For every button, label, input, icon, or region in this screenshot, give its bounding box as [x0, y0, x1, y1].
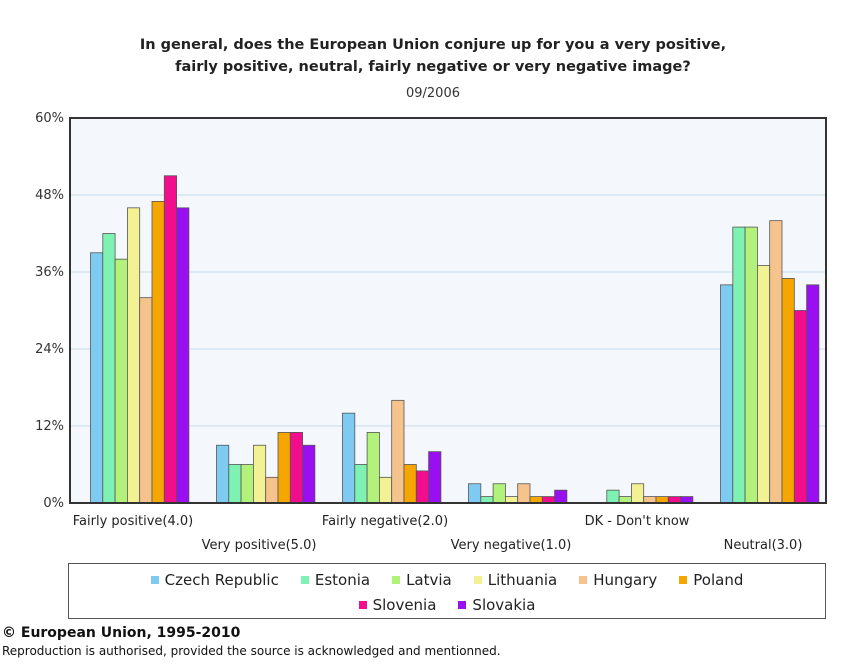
bar — [744, 226, 758, 504]
bar — [720, 284, 734, 504]
legend-swatch — [579, 576, 588, 584]
bar — [606, 489, 620, 504]
bar — [631, 483, 645, 504]
bar — [240, 464, 254, 504]
legend-swatch — [473, 576, 482, 584]
legend-label: Poland — [693, 571, 744, 589]
legend-item: Slovakia — [458, 596, 535, 614]
bar — [781, 278, 795, 504]
bar — [415, 470, 429, 504]
bar — [151, 201, 165, 504]
bar — [102, 233, 116, 504]
y-tick-label: 48% — [35, 188, 64, 203]
chart-title-line-2: fairly positive, neutral, fairly negativ… — [175, 59, 691, 75]
bar — [757, 265, 771, 504]
bar — [216, 444, 230, 504]
bar — [163, 175, 178, 504]
legend-swatch — [358, 601, 367, 609]
bar — [354, 464, 368, 504]
plot-border — [69, 117, 827, 504]
reproduction-note: Reproduction is authorised, provided the… — [2, 644, 501, 658]
bar — [378, 476, 393, 504]
legend-label: Slovakia — [472, 596, 536, 614]
legend-label: Lithuania — [487, 571, 558, 589]
bar — [428, 451, 442, 504]
legend-swatch — [458, 601, 467, 609]
legend-swatch — [392, 576, 401, 584]
bar — [468, 483, 482, 504]
copyright-text: © European Union, 1995-2010 — [2, 625, 241, 641]
plot-area — [70, 118, 826, 503]
y-tick-label: 60% — [35, 111, 64, 126]
chart-title-line-1: In general, does the European Union conj… — [139, 37, 727, 53]
legend-item: Hungary — [579, 571, 657, 589]
bar — [228, 464, 242, 504]
x-tick-label: Very positive(5.0) — [202, 538, 317, 553]
bar — [90, 252, 104, 504]
legend-item: Latvia — [392, 571, 452, 589]
x-tick-label: Fairly negative(2.0) — [322, 514, 448, 529]
legend-item: Lithuania — [473, 571, 558, 589]
bar — [277, 432, 291, 504]
y-tick-label: 12% — [35, 419, 64, 434]
bar — [176, 207, 190, 504]
bar — [391, 399, 405, 504]
bar — [492, 483, 506, 504]
legend-label: Latvia — [406, 571, 452, 589]
bar — [554, 489, 568, 504]
bar-chart: 0% 12% 24% 36% 48% 60% Fairly positive(4.0) Ver… — [35, 111, 827, 553]
legend-swatch — [300, 576, 309, 584]
x-tick-label: DK - Don't know — [585, 514, 690, 529]
chart-legend: Czech Republic Estonia Latvia Lithuania Hung… — [68, 563, 826, 619]
legend-label: Hungary — [593, 571, 658, 589]
x-tick-label: Fairly positive(4.0) — [73, 514, 193, 529]
bar — [302, 444, 316, 504]
bar — [806, 284, 820, 504]
legend-swatch — [679, 576, 688, 584]
bar — [265, 476, 279, 504]
bar — [342, 412, 356, 504]
legend-item: Czech Republic — [150, 571, 279, 589]
legend-row-2: Slovenia Slovakia — [69, 596, 825, 614]
bar — [114, 258, 128, 504]
legend-item: Slovenia — [358, 596, 437, 614]
bar — [517, 483, 531, 504]
bar — [793, 310, 807, 504]
legend-item: Estonia — [300, 571, 371, 589]
legend-item: Poland — [679, 571, 743, 589]
bar — [403, 464, 417, 504]
bar — [127, 207, 141, 504]
legend-label: Slovenia — [372, 596, 437, 614]
legend-label: Estonia — [314, 571, 371, 589]
y-tick-label: 36% — [35, 265, 64, 280]
chart-subtitle: 09/2006 — [405, 86, 460, 101]
bar — [289, 432, 303, 504]
x-tick-label: Neutral(3.0) — [724, 538, 803, 553]
legend-row-1: Czech Republic Estonia Latvia Lithuania Hung… — [69, 571, 825, 589]
bar — [366, 432, 380, 504]
bar — [252, 444, 267, 504]
bar — [769, 220, 783, 504]
bar — [139, 297, 153, 504]
x-tick-label: Very negative(1.0) — [451, 538, 572, 553]
bar — [732, 226, 746, 504]
legend-swatch — [150, 576, 159, 584]
y-tick-label: 24% — [35, 342, 64, 357]
y-tick-label: 0% — [43, 496, 64, 511]
legend-label: Czech Republic — [164, 571, 279, 589]
